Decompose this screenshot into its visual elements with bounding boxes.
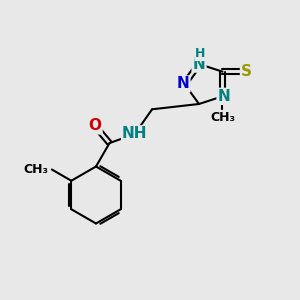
Text: H: H xyxy=(195,47,206,60)
Text: N: N xyxy=(177,76,189,92)
Text: S: S xyxy=(241,64,252,79)
Text: N: N xyxy=(218,89,230,104)
Text: NH: NH xyxy=(122,126,148,141)
Text: CH₃: CH₃ xyxy=(210,111,235,124)
Text: N: N xyxy=(193,56,206,71)
Text: O: O xyxy=(88,118,101,134)
Text: CH₃: CH₃ xyxy=(24,163,49,176)
